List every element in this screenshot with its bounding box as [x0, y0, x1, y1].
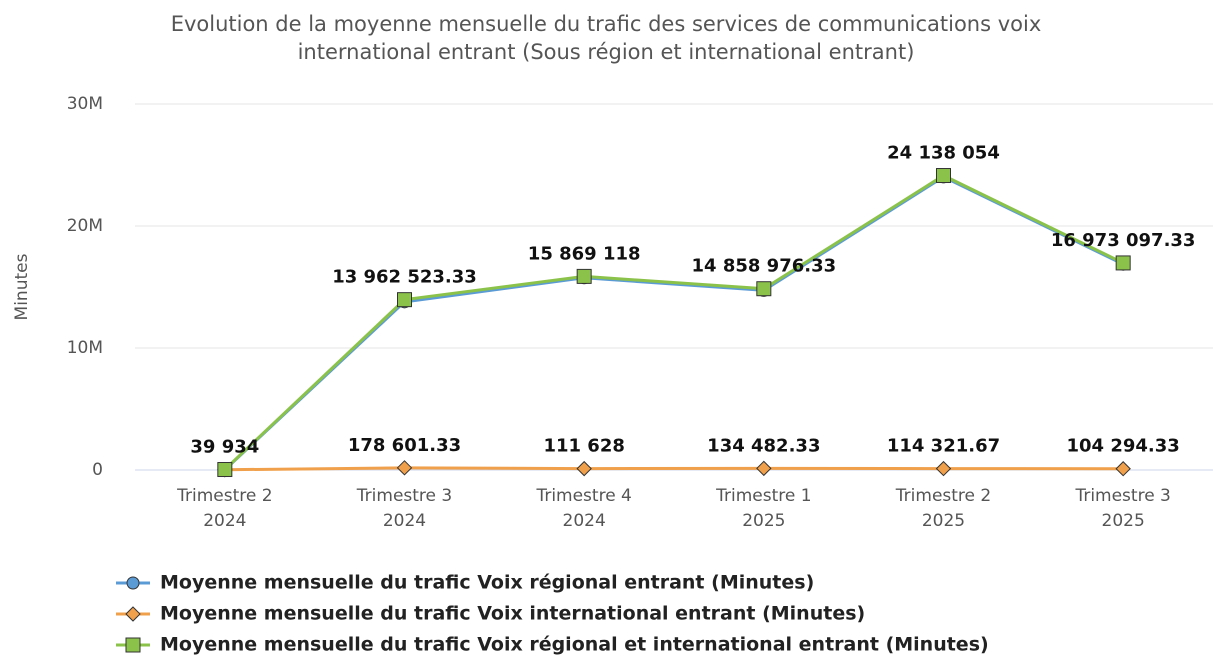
legend-label: Moyenne mensuelle du trafic Voix interna… [160, 603, 865, 625]
y-tick-label: 0 [92, 460, 103, 480]
x-tick-label: Trimestre 2 [176, 486, 272, 506]
x-tick-label: 2024 [383, 511, 426, 531]
x-tick-label: Trimestre 4 [535, 486, 631, 506]
x-tick-label: 2025 [922, 511, 965, 531]
x-tick-label: Trimestre 3 [356, 486, 452, 506]
y-axis-label: Minutes [12, 253, 32, 320]
x-tick-label: 2024 [203, 511, 246, 531]
x-tick-label: Trimestre 3 [1074, 486, 1170, 506]
y-tick-label: 30M [67, 94, 103, 114]
data-point [935, 460, 952, 477]
data-label: 39 934 [190, 437, 259, 458]
data-point [397, 292, 412, 308]
y-tick-label: 20M [67, 216, 103, 236]
legend-marker [126, 576, 140, 590]
x-tick-label: 2025 [742, 511, 785, 531]
legend-label: Moyenne mensuelle du trafic Voix régiona… [160, 572, 814, 594]
data-point [1115, 461, 1131, 477]
legend-marker [125, 637, 141, 653]
data-point [576, 268, 592, 284]
data-label: 111 628 [543, 436, 624, 457]
y-tick-label: 10M [67, 338, 103, 358]
legend-marker [125, 606, 141, 622]
x-tick-label: Trimestre 2 [895, 486, 991, 506]
data-point [756, 460, 772, 477]
legend-label: Moyenne mensuelle du trafic Voix régiona… [160, 634, 989, 656]
data-point [756, 281, 772, 297]
series-line [223, 173, 1124, 471]
data-label: 16 973 097.33 [1051, 230, 1196, 251]
x-tick-label: 2025 [1102, 511, 1145, 531]
data-point [217, 462, 233, 478]
x-tick-label: 2024 [563, 511, 606, 531]
data-point [936, 168, 951, 184]
data-point [576, 460, 592, 477]
x-tick-label: Trimestre 1 [715, 486, 811, 506]
data-label: 178 601.33 [348, 435, 461, 456]
chart-title: Evolution de la moyenne mensuelle du tra… [171, 12, 1042, 36]
series-line [223, 175, 1124, 471]
series-line [224, 466, 1124, 472]
data-label: 13 962 523.33 [332, 267, 477, 288]
chart-title: international entrant (Sous région et in… [298, 40, 915, 64]
data-label: 14 858 976.33 [692, 256, 837, 277]
data-point [396, 460, 413, 476]
data-label: 114 321.67 [887, 436, 1000, 457]
data-label: 24 138 054 [887, 143, 1000, 164]
data-label: 104 294.33 [1067, 436, 1180, 457]
data-label: 15 869 118 [528, 243, 641, 264]
data-label: 134 482.33 [707, 435, 820, 456]
data-point [1115, 255, 1131, 271]
